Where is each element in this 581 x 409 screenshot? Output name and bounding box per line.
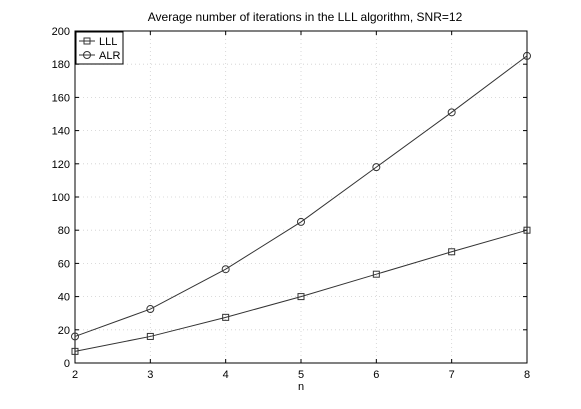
data-point-alr [71,332,79,341]
y-tick-label: 200 [52,26,70,38]
data-point-alr [372,163,381,172]
y-tick-label: 80 [58,225,70,237]
data-point-alr [221,265,230,274]
y-tick-label: 140 [52,126,70,138]
y-tick-label: 20 [58,325,70,337]
series-layer [71,51,531,355]
x-tick-label: 8 [524,369,530,381]
x-tick-label: 4 [223,369,229,381]
x-tick-label: 2 [72,369,78,381]
y-tick-label: 120 [52,159,70,171]
series-line-alr [74,55,528,337]
legend-item-alr: ALR [79,50,120,62]
series-alr [71,51,531,341]
data-point-lll [372,270,380,278]
legend-marker-square [83,37,91,45]
x-tick-label: 5 [298,369,304,381]
series-lll [71,226,531,355]
grid-lines [75,31,527,363]
y-tick-label: 40 [58,292,70,304]
legend-marker-circle [83,51,91,59]
legend-box [75,31,124,65]
x-tick-label: 3 [147,369,153,381]
data-point-lll [448,248,456,256]
x-axis-label: n [298,381,304,393]
legend: LLL ALR [75,31,124,65]
data-point-alr [447,108,456,117]
chart-title: Average number of iterations in the LLL … [148,10,463,24]
data-point-lll [71,347,79,355]
data-point-lll [523,226,531,234]
series-line-lll [74,229,528,352]
data-point-alr [146,305,155,314]
y-tick-label: 100 [52,192,70,204]
x-tick-label: 6 [373,369,379,381]
data-point-lll [146,332,154,340]
data-point-lll [222,313,230,321]
y-tick-label: 180 [52,59,70,71]
legend-label: LLL [99,36,117,48]
data-point-alr [523,51,531,60]
y-tick-label: 0 [64,358,70,370]
data-point-alr [297,217,305,226]
legend-item-lll: LLL [79,36,117,48]
y-tick-label: 60 [58,258,70,270]
legend-label: ALR [99,50,120,62]
y-tick-label: 160 [52,92,70,104]
x-tick-label: 7 [449,369,455,381]
data-point-lll [297,293,305,301]
